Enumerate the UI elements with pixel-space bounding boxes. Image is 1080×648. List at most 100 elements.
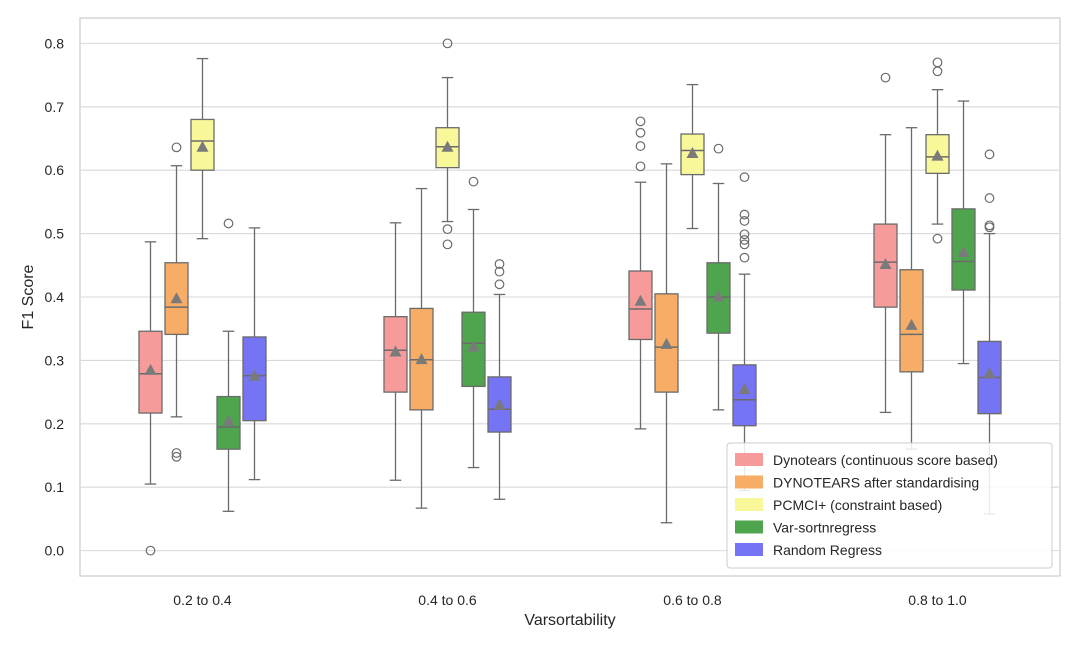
outlier-point xyxy=(494,259,505,269)
mean-marker xyxy=(712,290,725,302)
outlier-point xyxy=(494,266,505,277)
mean-marker xyxy=(170,292,183,304)
outlier-point xyxy=(223,218,234,229)
box-1-0 xyxy=(164,142,189,462)
outlier-point xyxy=(984,193,995,203)
box-0-3 xyxy=(873,72,898,414)
outlier-point xyxy=(468,176,479,187)
legend-swatch xyxy=(735,520,763,534)
outlier-point xyxy=(171,448,182,458)
box-0-0 xyxy=(138,241,163,556)
outlier-point xyxy=(713,143,724,154)
box-1-2 xyxy=(654,163,679,524)
y-tick-label: 0.2 xyxy=(45,416,65,432)
box-4-0 xyxy=(242,227,267,481)
mean-marker xyxy=(222,414,235,426)
box-1-3 xyxy=(899,127,924,450)
y-tick-label: 0.1 xyxy=(45,479,65,495)
box-3-0 xyxy=(216,218,241,512)
outlier-point xyxy=(932,233,943,244)
mean-marker xyxy=(144,363,157,375)
outlier-point xyxy=(739,229,750,240)
box-0-1 xyxy=(383,222,408,481)
x-tick-label: 0.6 to 0.8 xyxy=(663,592,722,608)
box-2-2 xyxy=(680,83,705,230)
box-3-1 xyxy=(461,176,486,469)
mean-marker xyxy=(931,149,944,161)
legend: Dynotears (continuous score based) DYNOTE… xyxy=(726,442,1053,569)
iqr-box xyxy=(732,364,757,427)
y-tick-label: 0.0 xyxy=(45,543,65,559)
outlier-point xyxy=(984,149,995,160)
y-axis-ticks: 0.0 0.1 0.2 0.3 0.4 0.5 0.6 0.7 0.8 xyxy=(45,35,65,558)
y-tick-label: 0.6 xyxy=(45,162,65,178)
outlier-point xyxy=(442,224,453,235)
y-tick-label: 0.7 xyxy=(45,99,65,115)
legend-label: DYNOTEARS after standardising xyxy=(773,475,979,491)
box-2-3 xyxy=(925,57,950,244)
mean-marker xyxy=(634,294,647,306)
legend-frame xyxy=(726,442,1053,569)
outlier-point xyxy=(739,252,750,263)
mean-marker xyxy=(441,140,454,152)
x-tick-label: 0.8 to 1.0 xyxy=(908,592,967,608)
mean-marker xyxy=(686,147,699,159)
mean-marker xyxy=(905,318,918,330)
mean-marker xyxy=(738,382,751,394)
outlier-point xyxy=(984,220,995,231)
mean-marker xyxy=(957,245,970,257)
outlier-point xyxy=(635,127,646,138)
outlier-point xyxy=(880,72,891,83)
mean-marker xyxy=(467,340,480,352)
box-3-2 xyxy=(706,143,731,411)
mean-marker xyxy=(983,367,996,379)
box-3-3 xyxy=(951,100,976,365)
legend-swatch xyxy=(735,498,763,511)
y-tick-label: 0.8 xyxy=(45,35,65,51)
outlier-point xyxy=(635,141,646,151)
outlier-point xyxy=(932,57,943,68)
x-tick-label: 0.4 to 0.6 xyxy=(418,592,477,608)
outlier-point xyxy=(145,545,156,556)
legend-label: Var-sortnregress xyxy=(773,520,876,536)
x-axis-label: Varsortability xyxy=(524,612,615,629)
box-4-2 xyxy=(732,172,757,492)
x-tick-label: 0.2 to 0.4 xyxy=(173,592,232,608)
box-2-1 xyxy=(435,38,460,250)
legend-label: Dynotears (continuous score based) xyxy=(773,452,998,468)
legend-swatch xyxy=(735,475,763,489)
mean-marker xyxy=(879,258,892,270)
x-axis-ticks: 0.2 to 0.4 0.4 to 0.6 0.6 to 0.8 0.8 to 1.0 xyxy=(173,592,967,608)
outlier-point xyxy=(442,239,453,250)
legend-label: PCMCI+ (constraint based) xyxy=(773,497,942,513)
mean-marker xyxy=(196,140,209,152)
mean-marker xyxy=(248,369,261,381)
y-tick-label: 0.3 xyxy=(45,352,65,368)
y-tick-label: 0.4 xyxy=(45,289,65,305)
outlier-point xyxy=(739,235,750,245)
legend-swatch xyxy=(735,543,763,556)
box-4-1 xyxy=(487,259,512,500)
outlier-point xyxy=(739,172,750,183)
box-groups xyxy=(138,38,1002,556)
mean-marker xyxy=(415,353,428,365)
mean-marker xyxy=(389,345,402,357)
outlier-point xyxy=(171,142,182,153)
y-tick-label: 0.5 xyxy=(45,226,65,242)
outlier-point xyxy=(494,279,505,290)
outlier-point xyxy=(442,38,453,49)
mean-marker xyxy=(660,337,673,349)
outlier-point xyxy=(739,239,750,250)
box-0-2 xyxy=(628,116,653,430)
legend-label: Random Regress xyxy=(773,542,882,558)
outlier-point xyxy=(635,161,646,172)
y-axis-label: F1 Score xyxy=(20,264,37,329)
box-2-0 xyxy=(190,57,215,240)
box-1-1 xyxy=(409,187,434,509)
mean-marker xyxy=(493,398,506,410)
outlier-point xyxy=(739,209,750,220)
outlier-point xyxy=(171,451,182,462)
outlier-point xyxy=(635,116,646,127)
outlier-point xyxy=(739,216,750,226)
